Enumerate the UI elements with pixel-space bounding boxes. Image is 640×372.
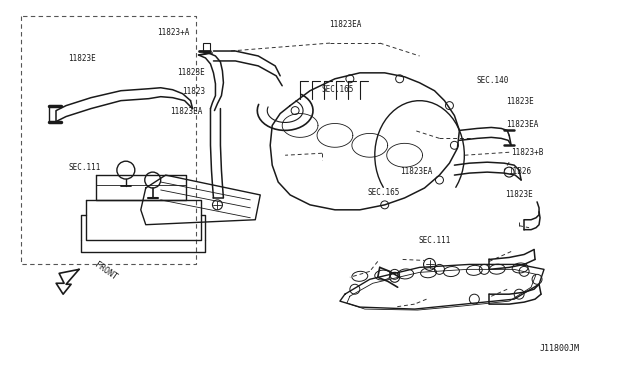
Text: 11823+B: 11823+B — [511, 148, 543, 157]
Text: SEC.165: SEC.165 — [368, 188, 400, 197]
Text: 11823E: 11823E — [505, 190, 532, 199]
Text: 11823E: 11823E — [177, 68, 204, 77]
Text: 11823EA: 11823EA — [399, 167, 432, 176]
Text: SEC.111: SEC.111 — [419, 236, 451, 245]
Text: FRONT: FRONT — [93, 260, 118, 282]
Bar — [202, 43, 211, 52]
Text: 11823EA: 11823EA — [170, 107, 203, 116]
Text: 11B26: 11B26 — [508, 167, 531, 176]
Text: SEC.165: SEC.165 — [322, 85, 355, 94]
Text: SEC.140: SEC.140 — [476, 76, 509, 84]
Text: 11823: 11823 — [182, 87, 205, 96]
Text: J11800JM: J11800JM — [539, 344, 579, 353]
Text: 11823EA: 11823EA — [330, 20, 362, 29]
Text: 11823+A: 11823+A — [157, 28, 190, 36]
Text: 11823EA: 11823EA — [506, 120, 538, 129]
Text: 11823E: 11823E — [506, 97, 534, 106]
Text: SEC.111: SEC.111 — [68, 163, 100, 172]
Text: 11823E: 11823E — [68, 54, 96, 63]
